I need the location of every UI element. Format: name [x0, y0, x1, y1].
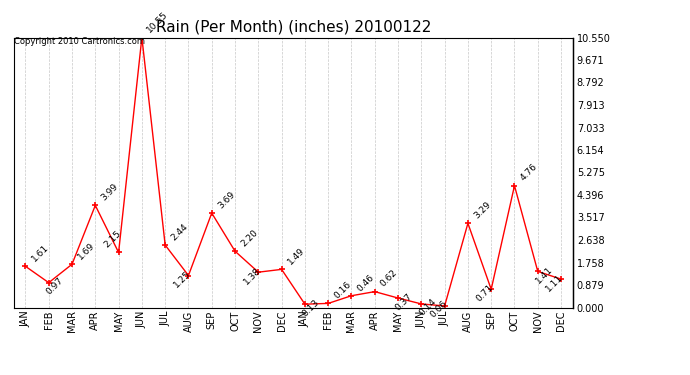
Text: 0.14: 0.14	[417, 297, 437, 318]
Text: 2.20: 2.20	[239, 228, 259, 248]
Text: 3.69: 3.69	[216, 190, 237, 210]
Text: 0.71: 0.71	[475, 283, 495, 303]
Text: 1.41: 1.41	[533, 265, 554, 285]
Text: 0.46: 0.46	[355, 273, 376, 293]
Text: 10.55: 10.55	[145, 10, 169, 35]
Text: 0.16: 0.16	[333, 280, 353, 301]
Text: 2.44: 2.44	[169, 222, 190, 242]
Text: 0.37: 0.37	[394, 291, 415, 312]
Text: 1.49: 1.49	[286, 246, 306, 267]
Text: 0.97: 0.97	[45, 276, 65, 297]
Text: 4.76: 4.76	[519, 162, 539, 183]
Text: 1.69: 1.69	[76, 241, 97, 261]
Text: 0.06: 0.06	[428, 299, 448, 320]
Title: Rain (Per Month) (inches) 20100122: Rain (Per Month) (inches) 20100122	[155, 20, 431, 35]
Text: 2.15: 2.15	[102, 229, 122, 250]
Text: 0.62: 0.62	[379, 268, 400, 289]
Text: 3.99: 3.99	[99, 182, 120, 203]
Text: Copyright 2010 Cartronics.com: Copyright 2010 Cartronics.com	[14, 38, 146, 46]
Text: 3.29: 3.29	[472, 200, 493, 220]
Text: 1.61: 1.61	[30, 243, 50, 264]
Text: 0.13: 0.13	[301, 297, 322, 318]
Text: 1.11: 1.11	[544, 272, 565, 293]
Text: 1.25: 1.25	[172, 269, 193, 290]
Text: 1.38: 1.38	[241, 266, 262, 286]
